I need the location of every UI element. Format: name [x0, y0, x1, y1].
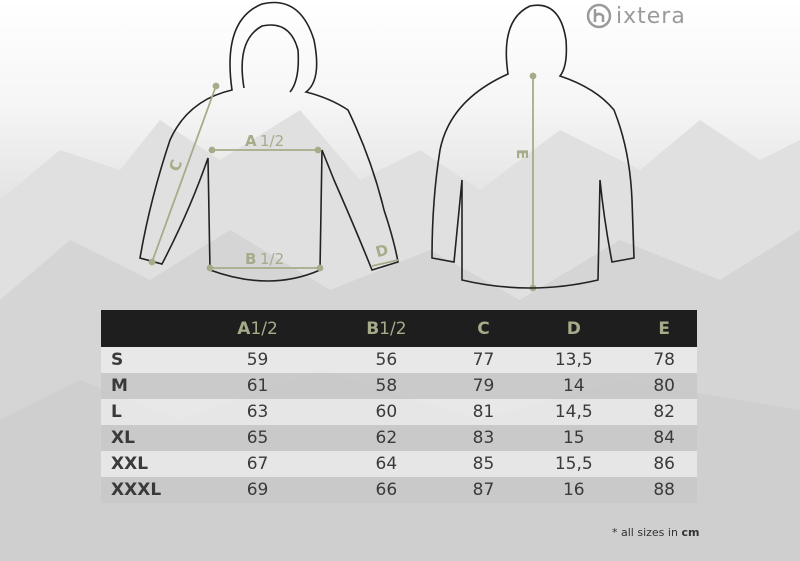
col-header-c: C [450, 310, 517, 347]
col-header-a: A1/2 [193, 310, 323, 347]
size-value: 63 [193, 399, 323, 425]
size-value: 56 [322, 347, 451, 373]
size-value: 84 [631, 425, 697, 451]
size-value: 79 [450, 373, 517, 399]
label-b-half: 1/2 [260, 250, 284, 268]
size-table: A1/2 B1/2 C D E S 59 56 77 13,5 78 M 61 58 79 14 80… [101, 310, 697, 503]
col-header-b-half: 1/2 [379, 318, 407, 339]
label-a-half: 1/2 [260, 132, 284, 150]
jacket-diagram: A 1/2 B 1/2 C D E [139, 1, 635, 292]
size-value: 60 [322, 399, 451, 425]
table-row: XL 65 62 83 15 84 [101, 425, 697, 451]
units-note: * all sizes in cm [612, 526, 699, 539]
size-value: 14 [516, 373, 632, 399]
table-row: S 59 56 77 13,5 78 [101, 347, 697, 373]
brand-logo: ixtera [586, 3, 686, 29]
col-header-e: E [631, 310, 697, 347]
size-value: 82 [631, 399, 697, 425]
size-value: 64 [322, 451, 451, 477]
size-label: S [101, 347, 193, 373]
size-value: 69 [193, 477, 323, 503]
col-header-a-letter: A [237, 318, 251, 339]
size-value: 58 [322, 373, 451, 399]
col-header-d: D [516, 310, 632, 347]
size-value: 62 [322, 425, 451, 451]
size-value: 80 [631, 373, 697, 399]
table-row: XXL 67 64 85 15,5 86 [101, 451, 697, 477]
size-label: XXL [101, 451, 193, 477]
col-header-a-half: 1/2 [250, 318, 278, 339]
col-header-b: B1/2 [322, 310, 451, 347]
table-row: M 61 58 79 14 80 [101, 373, 697, 399]
size-column-header [101, 310, 193, 347]
size-value: 66 [322, 477, 451, 503]
size-value: 81 [450, 399, 517, 425]
size-value: 77 [450, 347, 517, 373]
size-value: 15,5 [516, 451, 632, 477]
size-value: 15 [516, 425, 632, 451]
size-label: XL [101, 425, 193, 451]
label-e: E [513, 149, 531, 159]
units-note-unit: cm [681, 526, 700, 539]
table-row: XXXL 69 66 87 16 88 [101, 477, 697, 503]
size-label: L [101, 399, 193, 425]
table-header-row: A1/2 B1/2 C D E [101, 310, 697, 347]
size-value: 67 [193, 451, 323, 477]
col-header-b-letter: B [366, 318, 380, 339]
units-note-prefix: * all sizes in [612, 526, 678, 539]
size-label: M [101, 373, 193, 399]
size-value: 88 [631, 477, 697, 503]
jacket-back-outline [431, 4, 635, 289]
size-value: 14,5 [516, 399, 632, 425]
size-value: 61 [193, 373, 323, 399]
size-value: 83 [450, 425, 517, 451]
size-value: 87 [450, 477, 517, 503]
measure-lines [148, 72, 537, 292]
size-value: 13,5 [516, 347, 632, 373]
size-value: 59 [193, 347, 323, 373]
size-label: XXXL [101, 477, 193, 503]
size-value: 65 [193, 425, 323, 451]
label-c: C [165, 157, 186, 174]
size-value: 78 [631, 347, 697, 373]
size-value: 86 [631, 451, 697, 477]
label-a: A [245, 132, 257, 150]
label-d: D [374, 241, 391, 262]
logo-icon [586, 3, 612, 29]
brand-name: ixtera [616, 3, 686, 29]
size-value: 85 [450, 451, 517, 477]
size-table-body: S 59 56 77 13,5 78 M 61 58 79 14 80 L 63 60 81 14,5 82 XL 6… [101, 347, 697, 503]
jacket-front-outline [139, 1, 399, 282]
table-row: L 63 60 81 14,5 82 [101, 399, 697, 425]
label-b: B [245, 250, 256, 268]
size-value: 16 [516, 477, 632, 503]
